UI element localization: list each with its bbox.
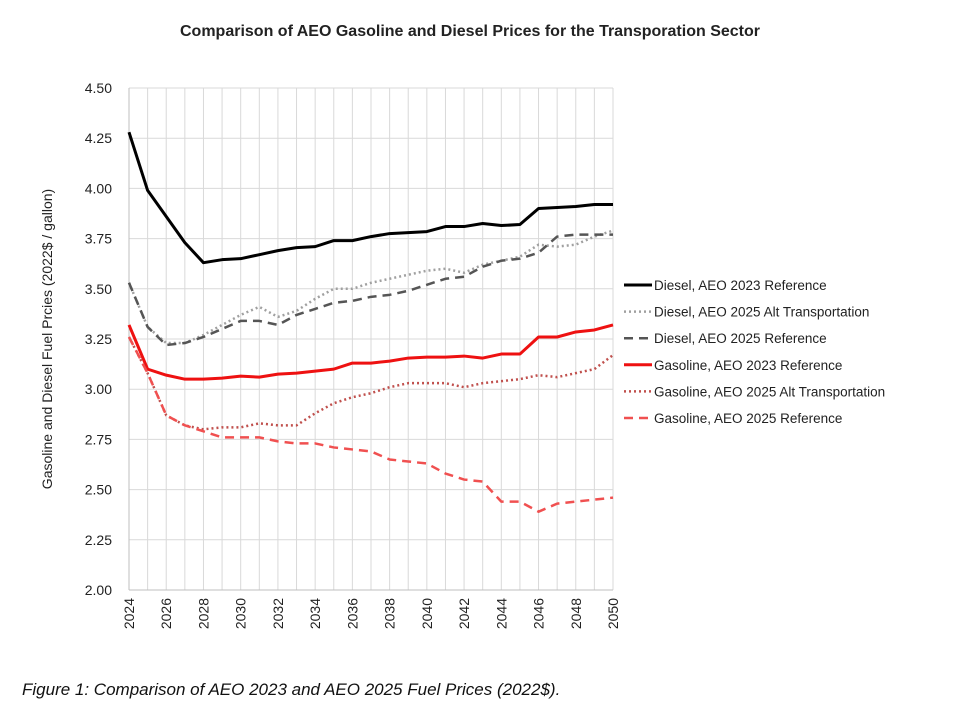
y-tick-label: 2.50 — [85, 482, 112, 498]
y-tick-label: 4.50 — [85, 80, 112, 96]
legend-label: Diesel, AEO 2023 Reference — [654, 278, 827, 293]
x-tick-label: 2032 — [270, 598, 286, 629]
y-tick-label: 3.50 — [85, 281, 112, 297]
x-tick-label: 2042 — [456, 598, 472, 629]
x-tick-label: 2028 — [195, 598, 211, 629]
figure-caption: Figure 1: Comparison of AEO 2023 and AEO… — [22, 680, 561, 699]
y-tick-label: 4.00 — [85, 180, 112, 196]
x-tick-label: 2036 — [344, 598, 360, 629]
x-tick-label: 2050 — [605, 598, 621, 629]
legend-label: Gasoline, AEO 2025 Reference — [654, 411, 842, 426]
series-line-4 — [127, 336, 614, 431]
y-tick-label: 2.00 — [85, 582, 112, 598]
x-tick-label: 2034 — [307, 598, 323, 629]
legend-label: Gasoline, AEO 2023 Reference — [654, 358, 842, 373]
x-tick-label: 2024 — [121, 598, 137, 629]
x-tick-label: 2038 — [382, 598, 398, 629]
x-tick-label: 2040 — [419, 598, 435, 629]
y-tick-label: 2.75 — [85, 431, 112, 447]
chart-title: Comparison of AEO Gasoline and Diesel Pr… — [180, 23, 760, 40]
legend-label: Diesel, AEO 2025 Alt Transportation — [654, 305, 869, 320]
y-tick-label: 3.00 — [85, 381, 112, 397]
y-tick-label: 3.75 — [85, 231, 112, 247]
legend-label: Diesel, AEO 2025 Reference — [654, 331, 827, 346]
x-tick-label: 2048 — [568, 598, 584, 629]
y-tick-label: 2.25 — [85, 532, 112, 548]
x-tick-label: 2026 — [158, 598, 174, 629]
legend-label: Gasoline, AEO 2025 Alt Transportation — [654, 384, 885, 399]
x-tick-label: 2044 — [493, 598, 509, 629]
x-tick-label: 2030 — [233, 598, 249, 629]
y-tick-label: 3.25 — [85, 331, 112, 347]
x-tick-label: 2046 — [531, 598, 547, 629]
y-tick-label: 4.25 — [85, 130, 112, 146]
y-axis-label: Gasoline and Diesel Fuel Prcies (2022$ /… — [39, 189, 55, 489]
